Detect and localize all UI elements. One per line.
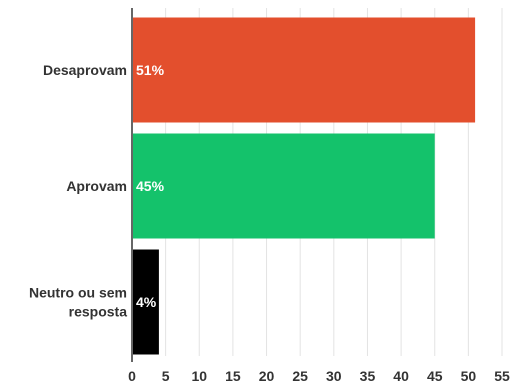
x-tick-label: 55 xyxy=(494,368,510,384)
category-labels: Desaprovam Aprovam Neutro ou sem resposta xyxy=(29,62,127,320)
category-label: Desaprovam xyxy=(43,62,127,78)
bar-value-label: 51% xyxy=(136,62,165,78)
bar-value-label: 45% xyxy=(136,178,165,194)
x-tick-labels: 0 5 10 15 20 25 30 35 40 45 50 55 xyxy=(128,368,510,384)
x-tick-label: 50 xyxy=(461,368,477,384)
bars: 51% 45% 4% xyxy=(133,17,476,355)
x-tick-label: 35 xyxy=(360,368,376,384)
bar-2 xyxy=(133,133,435,239)
x-tick-label: 20 xyxy=(259,368,275,384)
x-tick-label: 40 xyxy=(393,368,409,384)
bar-3 xyxy=(133,249,159,355)
bar-1 xyxy=(133,17,476,123)
x-tick-label: 25 xyxy=(292,368,308,384)
category-label: Neutro ou sem resposta xyxy=(29,285,127,320)
x-tick-label: 5 xyxy=(162,368,170,384)
x-tick-label: 0 xyxy=(128,368,136,384)
x-tick-label: 10 xyxy=(191,368,207,384)
x-tick-label: 45 xyxy=(427,368,443,384)
bar-value-label: 4% xyxy=(136,294,157,310)
x-tick-label: 15 xyxy=(225,368,241,384)
x-tick-label: 30 xyxy=(326,368,342,384)
category-label: Aprovam xyxy=(66,178,127,194)
